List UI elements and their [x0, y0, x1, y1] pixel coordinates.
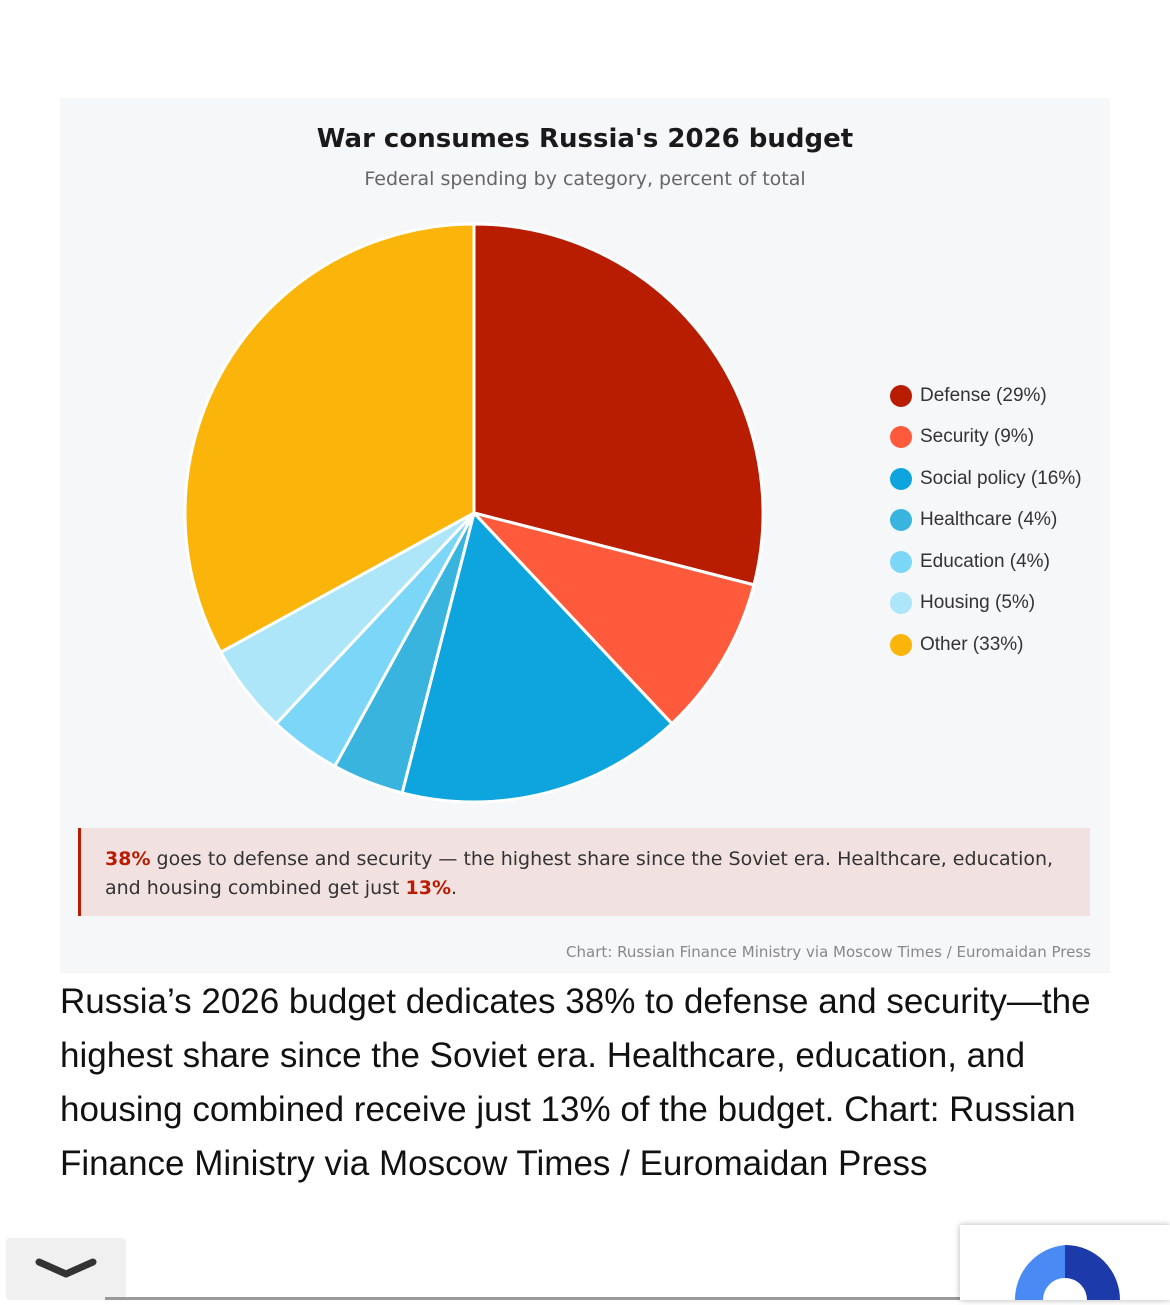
chart-title: War consumes Russia's 2026 budget [316, 124, 854, 154]
pie-chart [183, 222, 765, 804]
legend-label: Security (9%) [920, 426, 1035, 448]
legend-label: Other (33%) [920, 633, 1024, 655]
legend-swatch [890, 467, 912, 490]
chart-card: War consumes Russia's 2026 budget Federa… [60, 98, 1110, 973]
legend-item: Education (4%) [890, 541, 1082, 583]
chart-subtitle: Federal spending by category, percent of… [364, 168, 806, 190]
note-end: . [451, 877, 458, 899]
note-pct-defense: 38% [105, 848, 151, 870]
note-text: goes to defense and security — the highe… [105, 848, 1054, 899]
recaptcha-badge[interactable] [960, 1225, 1170, 1305]
legend-item: Housing (5%) [890, 583, 1082, 625]
legend-item: Security (9%) [890, 417, 1082, 459]
legend: Defense (29%) Security (9%) Social policy … [890, 375, 1082, 666]
pie-slice-social-policy [400, 509, 674, 804]
recaptcha-icon [1014, 1245, 1120, 1305]
legend-swatch [890, 550, 912, 573]
legend-item: Other (33%) [890, 624, 1082, 666]
legend-swatch [890, 592, 912, 615]
legend-item: Social policy (16%) [890, 458, 1082, 500]
legend-label: Social policy (16%) [920, 467, 1082, 489]
legend-label: Education (4%) [920, 550, 1050, 572]
legend-item: Defense (29%) [890, 375, 1082, 417]
note-pct-social: 13% [405, 877, 451, 899]
legend-swatch [890, 509, 912, 532]
highlight-note: 38% goes to defense and security — the h… [78, 828, 1090, 916]
legend-item: Healthcare (4%) [890, 500, 1082, 542]
legend-label: Healthcare (4%) [920, 509, 1058, 531]
legend-label: Housing (5%) [920, 592, 1036, 614]
pie-slice-defense [472, 222, 765, 587]
scrollbar[interactable] [105, 1297, 960, 1300]
legend-swatch [890, 633, 912, 656]
legend-swatch [890, 384, 912, 407]
image-caption: Russia’s 2026 budget dedicates 38% to de… [60, 982, 1091, 1183]
collapse-button[interactable] [6, 1238, 126, 1300]
legend-swatch [890, 426, 912, 449]
legend-label: Defense (29%) [920, 384, 1047, 406]
pie-slice-security [469, 510, 756, 726]
pie-slice-other [183, 222, 476, 655]
chart-source: Chart: Russian Finance Ministry via Mosc… [566, 943, 1091, 961]
chevron-down-icon [35, 1258, 97, 1278]
